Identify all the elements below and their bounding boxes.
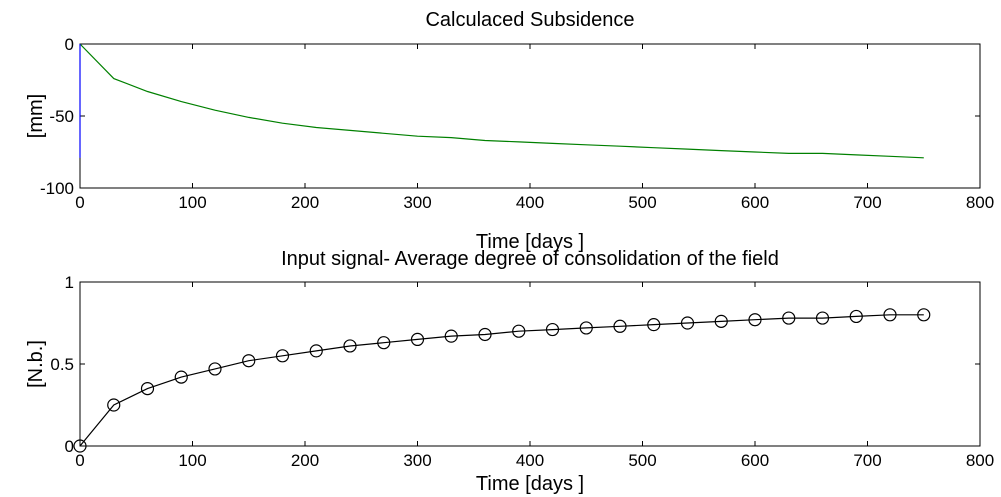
consolidation-data-point <box>512 324 526 338</box>
subsidence-series <box>79 43 924 159</box>
consolidation-data-point <box>107 398 121 412</box>
subsidence-title: Calculaced Subsidence <box>425 9 634 31</box>
consolidation-data-point <box>613 319 627 333</box>
subsidence-y-tick-label: -50 <box>49 107 74 126</box>
consolidation-x-ticks: 0 100 200 300 400 500 600 700 800 <box>75 282 994 470</box>
consolidation-data-point <box>174 370 188 384</box>
subsidence-y-ticks: -100 -50 0 <box>40 35 980 198</box>
consolidation-data-point <box>714 314 728 328</box>
consolidation-series <box>73 308 931 453</box>
consolidation-x-tick-label: 400 <box>516 451 544 470</box>
subsidence-y-tick-label: -100 <box>40 179 74 198</box>
subsidence-x-tick-label: 800 <box>966 193 994 212</box>
consolidation-x-label: Time [days ] <box>476 473 584 495</box>
consolidation-data-point <box>748 313 762 327</box>
consolidation-y-ticks: 00.51 <box>50 273 980 456</box>
consolidation-data-point <box>410 332 425 346</box>
consolidation-data-point <box>782 311 796 325</box>
consolidation-x-tick-label: 300 <box>403 451 431 470</box>
subsidence-x-tick-label: 100 <box>178 193 206 212</box>
consolidation-x-tick-label: 100 <box>178 451 206 470</box>
consolidation-data-point <box>579 321 593 335</box>
subsidence-x-tick-label: 600 <box>741 193 769 212</box>
subsidence-x-tick-label: 500 <box>628 193 656 212</box>
consolidation-data-point <box>815 311 830 325</box>
subsidence-x-tick-label: 700 <box>853 193 881 212</box>
subsidence-x-tick-label: 0 <box>75 193 84 212</box>
consolidation-y-tick-label: 0.5 <box>50 355 74 374</box>
consolidation-title: Input signal- Average degree of consolid… <box>281 248 779 270</box>
consolidation-y-label: [N.b.] <box>25 340 47 388</box>
consolidation-x-tick-label: 800 <box>966 451 994 470</box>
consolidation-data-point <box>545 322 560 337</box>
consolidation-data-point <box>377 336 391 350</box>
consolidation-panel: Input signal- Average degree of consolid… <box>25 248 994 495</box>
consolidation-data-point <box>140 382 155 396</box>
consolidation-x-tick-label: 0 <box>75 451 84 470</box>
consolidation-data-point <box>208 362 222 376</box>
consolidation-data-point <box>309 344 323 358</box>
consolidation-y-tick-label: 0 <box>65 437 74 456</box>
consolidation-data-point <box>883 308 897 322</box>
consolidation-data-point <box>275 349 290 363</box>
subsidence-x-tick-label: 400 <box>516 193 544 212</box>
subsidence-x-ticks: 0 100 200 300 400 500 600 700 800 <box>75 44 994 212</box>
consolidation-x-tick-label: 200 <box>291 451 319 470</box>
consolidation-data-point <box>73 439 87 453</box>
consolidation-y-tick-label: 1 <box>65 273 74 292</box>
consolidation-data-point <box>849 309 863 324</box>
consolidation-data-point <box>343 339 357 353</box>
consolidation-data-point <box>478 327 492 342</box>
subsidence-series-line-0 <box>79 43 924 159</box>
consolidation-data-point <box>917 308 931 322</box>
subsidence-panel: Calculaced Subsidence 0 100 200 300 400 500 60… <box>25 9 994 253</box>
subsidence-y-tick-label: 0 <box>65 35 74 54</box>
subsidence-y-label: [mm] <box>25 94 47 138</box>
consolidation-x-tick-label: 500 <box>628 451 656 470</box>
consolidation-data-point <box>680 316 695 330</box>
subsidence-x-tick-label: 200 <box>291 193 319 212</box>
subsidence-x-label: Time [days ] <box>476 231 584 253</box>
consolidation-axes-box <box>79 281 981 447</box>
subsidence-axes-box <box>79 43 981 189</box>
consolidation-data-point <box>242 354 256 368</box>
subsidence-x-tick-label: 300 <box>403 193 431 212</box>
consolidation-x-tick-label: 700 <box>853 451 881 470</box>
consolidation-data-point <box>444 329 458 343</box>
consolidation-data-point <box>647 318 661 332</box>
consolidation-x-tick-label: 600 <box>741 451 769 470</box>
